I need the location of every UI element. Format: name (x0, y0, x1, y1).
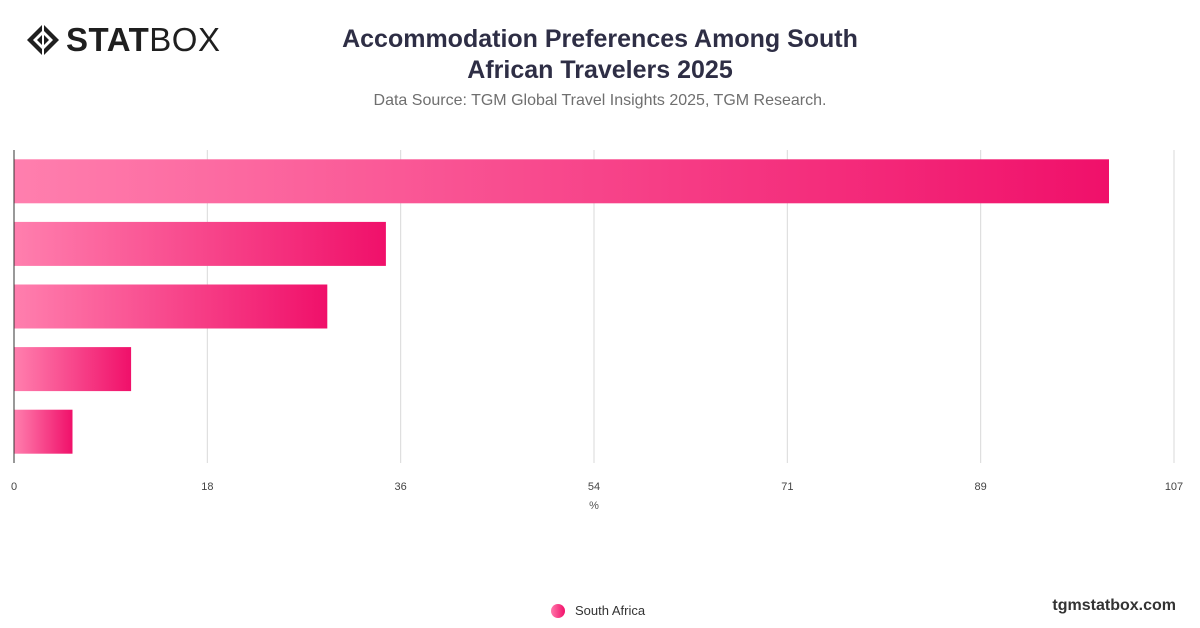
bar[interactable] (14, 159, 1109, 204)
chart-subtitle: Data Source: TGM Global Travel Insights … (373, 92, 827, 109)
bar[interactable] (14, 347, 132, 392)
x-tick-label: 54 (588, 481, 600, 493)
legend-swatch (551, 603, 565, 618)
logo-text-light: BOX (149, 21, 221, 58)
watermark: tgmstatbox.com (1052, 597, 1176, 614)
x-tick-labels: 0 18 36 54 71 89 107 (11, 481, 1183, 493)
bar[interactable] (14, 221, 386, 266)
x-tick-label: 71 (781, 481, 793, 493)
x-tick-label: 107 (1165, 481, 1183, 493)
bar[interactable] (14, 409, 73, 454)
statbox-logo: STATBOX (26, 22, 220, 58)
statbox-diamond-logo-icon (27, 24, 59, 56)
logo-text: STATBOX (66, 22, 220, 58)
bar-chart: 0 18 36 54 71 89 107 % (11, 150, 1183, 512)
bars (14, 159, 1109, 454)
bar[interactable] (14, 284, 328, 329)
chart-title: Accommodation Preferences Among South Af… (342, 25, 858, 84)
x-tick-label: 89 (975, 481, 987, 493)
x-tick-label: 18 (201, 481, 213, 493)
x-tick-label: 36 (395, 481, 407, 493)
logo-text-bold: STAT (66, 21, 150, 58)
x-tick-label: 0 (11, 481, 17, 493)
legend-label: South Africa (575, 603, 646, 618)
x-axis-title: % (589, 500, 599, 512)
legend[interactable]: South Africa (551, 603, 645, 618)
